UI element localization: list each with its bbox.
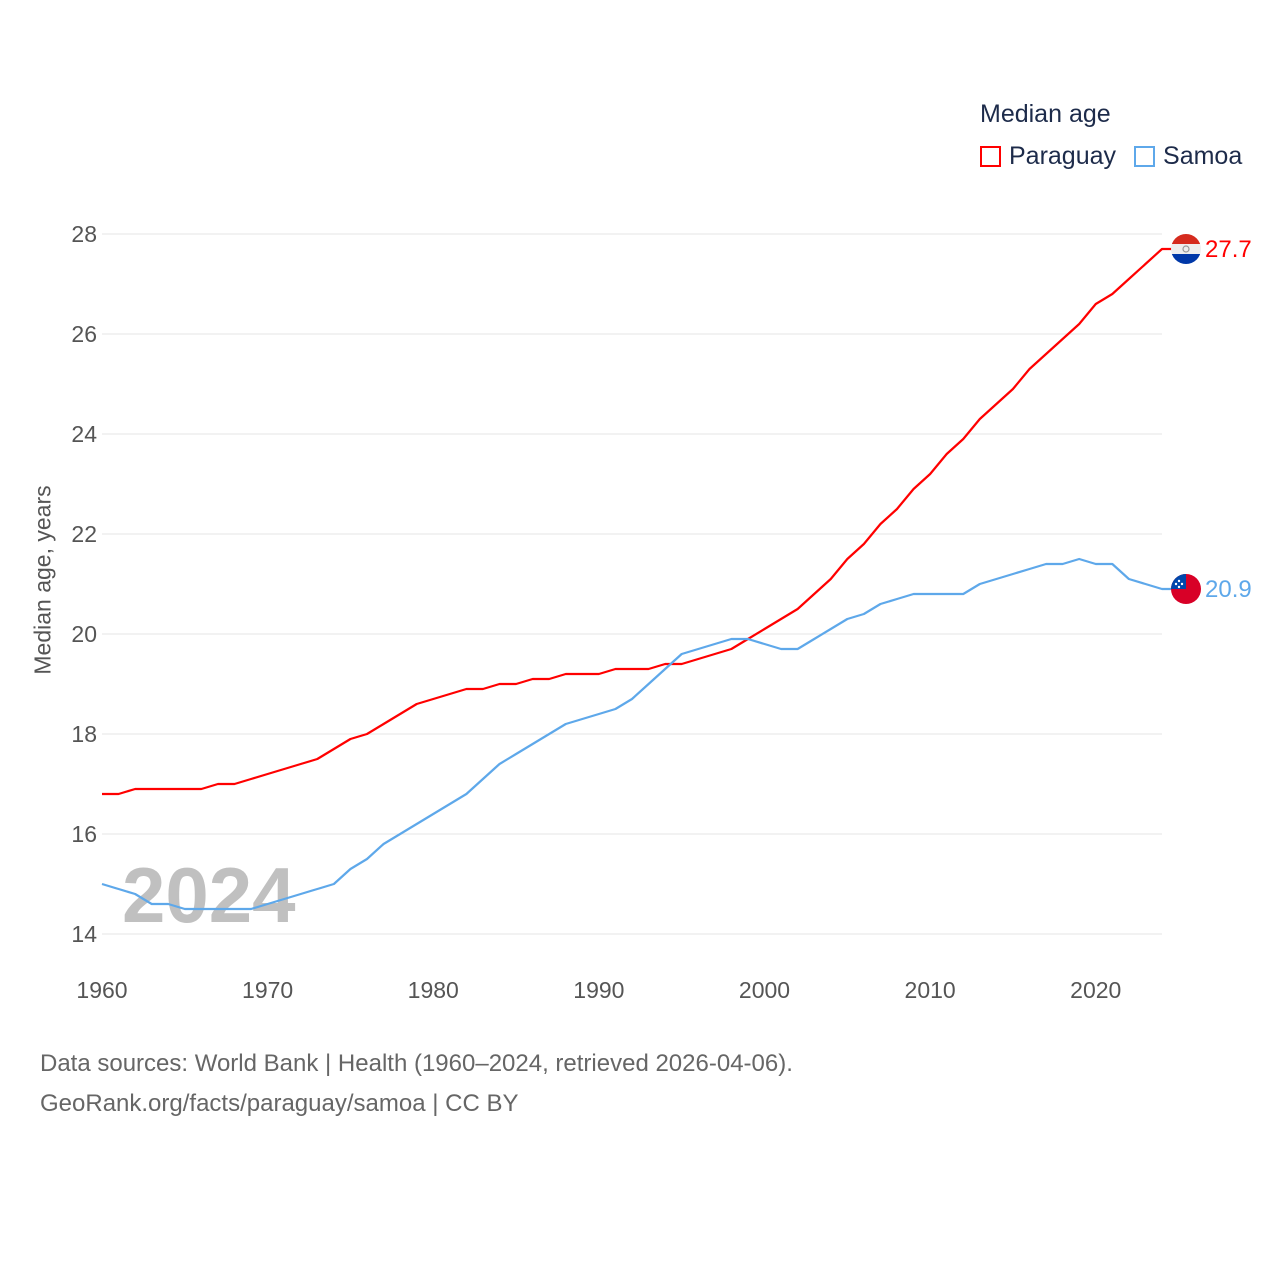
x-tick-label: 1970 <box>242 977 293 1003</box>
source-link[interactable]: GeoRank.org/facts/paraguay/samoa | CC BY <box>40 1090 519 1117</box>
grid: 14 16 18 20 22 24 26 28 1960 1970 1980 1990 2000 2010… <box>71 221 1162 1003</box>
footer: Data sources: World Bank | Health (1960–… <box>40 1044 793 1124</box>
x-tick-label: 1980 <box>408 977 459 1003</box>
y-tick-label: 20 <box>71 621 97 647</box>
y-tick-label: 26 <box>71 321 97 347</box>
legend-title: Median age <box>980 100 1111 128</box>
x-tick-label: 2000 <box>739 977 790 1003</box>
legend-swatch <box>1134 146 1156 167</box>
flag-paraguay-icon <box>1171 234 1201 264</box>
x-tick-label: 2010 <box>905 977 956 1003</box>
end-markers: 27.7 20.9 <box>1171 234 1252 604</box>
legend: Paraguay Samoa <box>980 142 1260 171</box>
data-source: Data sources: World Bank | Health (1960–… <box>40 1050 793 1077</box>
end-value-label: 27.7 <box>1205 236 1252 263</box>
series-line-paraguay[interactable] <box>102 247 1172 796</box>
series-lines <box>101 247 1172 911</box>
x-tick-label: 1990 <box>573 977 624 1003</box>
flag-samoa-icon <box>1171 574 1201 604</box>
legend-label: Samoa <box>1163 142 1243 170</box>
y-axis-label: Median age, years <box>29 485 56 675</box>
y-tick-label: 16 <box>71 821 97 847</box>
y-tick-label: 22 <box>71 521 97 547</box>
legend-item-paraguay[interactable]: Paraguay <box>980 142 1116 171</box>
x-tick-label: 2020 <box>1070 977 1121 1003</box>
end-value-label: 20.9 <box>1205 576 1252 603</box>
legend-item-samoa[interactable]: Samoa <box>1134 142 1242 171</box>
x-tick-label: 1960 <box>76 977 127 1003</box>
year-watermark: 2024 <box>122 851 296 939</box>
y-tick-label: 24 <box>71 421 97 447</box>
y-tick-label: 14 <box>71 921 97 947</box>
legend-label: Paraguay <box>1009 142 1117 170</box>
y-tick-label: 28 <box>71 221 97 247</box>
legend-swatch <box>980 146 1001 167</box>
y-tick-label: 18 <box>71 721 97 747</box>
series-line-samoa[interactable] <box>101 557 1172 911</box>
